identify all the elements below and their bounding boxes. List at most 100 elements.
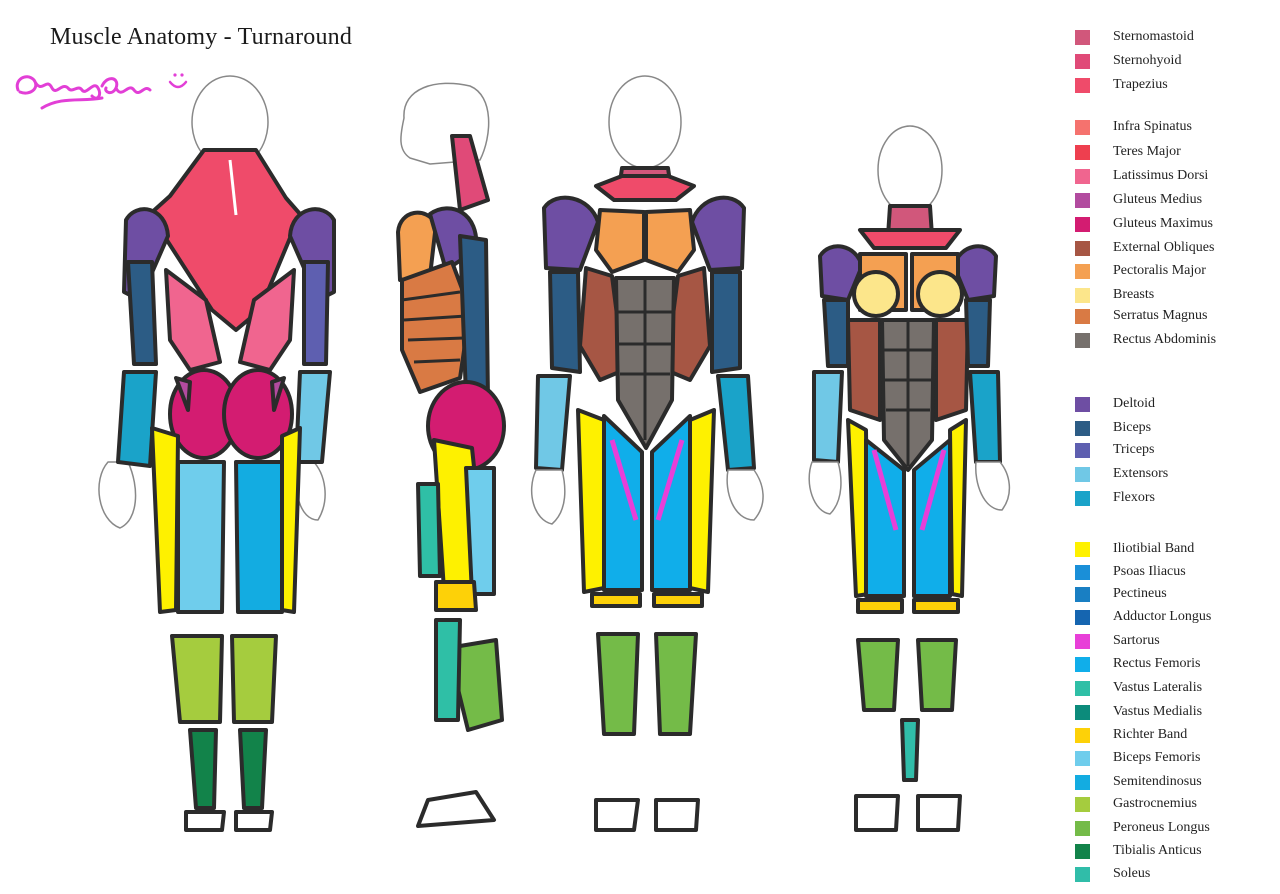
legend-label: Biceps Femoris xyxy=(1113,750,1201,765)
legend-swatch xyxy=(1075,633,1090,649)
legend-item: Latissimus Dorsi xyxy=(1075,167,1208,185)
legend-swatch xyxy=(1075,750,1090,766)
legend-swatch xyxy=(1075,420,1090,436)
legend-swatch xyxy=(1075,466,1090,482)
legend-item: Sartorus xyxy=(1075,632,1160,650)
legend-swatch xyxy=(1075,796,1090,812)
legend-item: External Obliques xyxy=(1075,239,1214,257)
legend-swatch xyxy=(1075,656,1090,672)
legend-label: Psoas Iliacus xyxy=(1113,564,1186,579)
legend-label: Sartorus xyxy=(1113,633,1160,648)
legend-item: Trapezius xyxy=(1075,76,1168,94)
figure-front-male xyxy=(530,75,764,832)
legend-item: Peroneus Longus xyxy=(1075,819,1210,837)
legend-label: Rectus Abdominis xyxy=(1113,332,1217,347)
legend-label: Extensors xyxy=(1113,466,1169,481)
legend-item: Gluteus Maximus xyxy=(1075,215,1213,233)
legend-item: Tibialis Anticus xyxy=(1075,842,1202,860)
legend-item: Extensors xyxy=(1075,465,1168,483)
figure-front-female xyxy=(808,125,1011,832)
legend-swatch xyxy=(1075,119,1090,135)
legend-swatch xyxy=(1075,609,1090,625)
legend-swatch xyxy=(1075,53,1090,69)
legend-item: Breasts xyxy=(1075,286,1154,304)
legend-label: Iliotibial Band xyxy=(1113,541,1195,556)
legend-label: Gluteus Maximus xyxy=(1113,216,1213,231)
legend-item: Serratus Magnus xyxy=(1075,307,1208,325)
legend-label: Semitendinosus xyxy=(1113,774,1202,789)
legend-label: Rectus Femoris xyxy=(1113,656,1201,671)
legend-label: Sternomastoid xyxy=(1113,29,1194,44)
legend-item: Gastrocnemius xyxy=(1075,795,1197,813)
legend-swatch xyxy=(1075,332,1090,348)
legend-swatch xyxy=(1075,541,1090,557)
legend-swatch xyxy=(1075,727,1090,743)
legend-item: Iliotibial Band xyxy=(1075,540,1194,558)
legend-item: Sternomastoid xyxy=(1075,28,1194,46)
legend-item: Psoas Iliacus xyxy=(1075,563,1186,581)
legend-item: Flexors xyxy=(1075,489,1155,507)
legend-item: Teres Major xyxy=(1075,143,1181,161)
legend-label: Gastrocnemius xyxy=(1113,796,1197,811)
legend-swatch xyxy=(1075,704,1090,720)
legend-item: Pectoralis Major xyxy=(1075,262,1206,280)
legend-item: Rectus Abdominis xyxy=(1075,331,1216,349)
legend-swatch xyxy=(1075,774,1090,790)
legend-label: Teres Major xyxy=(1113,144,1181,159)
legend-label: Pectineus xyxy=(1113,586,1167,601)
legend-swatch xyxy=(1075,77,1090,93)
legend-swatch xyxy=(1075,564,1090,580)
legend-label: Tibialis Anticus xyxy=(1113,843,1202,858)
legend-swatch xyxy=(1075,287,1090,303)
legend-swatch xyxy=(1075,308,1090,324)
legend-label: Biceps xyxy=(1113,420,1152,435)
legend-item: Deltoid xyxy=(1075,395,1155,413)
legend-swatch xyxy=(1075,168,1090,184)
muscle-legend: Sternomastoid Sternohyoid Trapezius Infra S… xyxy=(1075,0,1280,894)
legend-label: Trapezius xyxy=(1113,77,1168,92)
legend-label: Richter Band xyxy=(1113,727,1188,742)
legend-item: Biceps xyxy=(1075,419,1151,437)
legend-item: Pectineus xyxy=(1075,585,1167,603)
legend-item: Richter Band xyxy=(1075,726,1187,744)
legend-label: Soleus xyxy=(1113,866,1151,881)
legend-swatch xyxy=(1075,490,1090,506)
legend-item: Vastus Lateralis xyxy=(1075,679,1202,697)
legend-label: Deltoid xyxy=(1113,396,1155,411)
legend-label: Latissimus Dorsi xyxy=(1113,168,1209,183)
legend-label: Peroneus Longus xyxy=(1113,820,1210,835)
legend-item: Adductor Longus xyxy=(1075,608,1211,626)
legend-item: Vastus Medialis xyxy=(1075,703,1202,721)
diagram-title: Muscle Anatomy - Turnaround xyxy=(50,24,353,50)
legend-swatch xyxy=(1075,240,1090,256)
legend-label: Flexors xyxy=(1113,490,1155,505)
legend-item: Soleus xyxy=(1075,865,1150,883)
legend-swatch xyxy=(1075,216,1090,232)
legend-swatch xyxy=(1075,192,1090,208)
legend-item: Sternohyoid xyxy=(1075,52,1181,70)
legend-label: Vastus Lateralis xyxy=(1113,680,1203,695)
legend-label: Pectoralis Major xyxy=(1113,263,1206,278)
legend-label: Serratus Magnus xyxy=(1113,308,1208,323)
legend-item: Semitendinosus xyxy=(1075,773,1202,791)
legend-swatch xyxy=(1075,680,1090,696)
legend-swatch xyxy=(1075,29,1090,45)
figure-back-view xyxy=(98,75,336,832)
legend-swatch xyxy=(1075,843,1090,859)
legend-label: Gluteus Medius xyxy=(1113,192,1203,207)
legend-item: Biceps Femoris xyxy=(1075,749,1201,767)
legend-swatch xyxy=(1075,396,1090,412)
legend-label: Breasts xyxy=(1113,287,1155,302)
legend-label: Infra Spinatus xyxy=(1113,119,1192,134)
figure-side-view xyxy=(396,82,506,828)
legend-swatch xyxy=(1075,586,1090,602)
legend-label: External Obliques xyxy=(1113,240,1215,255)
legend-item: Gluteus Medius xyxy=(1075,191,1202,209)
legend-swatch xyxy=(1075,144,1090,160)
legend-item: Triceps xyxy=(1075,441,1155,459)
legend-item: Rectus Femoris xyxy=(1075,655,1201,673)
legend-swatch xyxy=(1075,442,1090,458)
legend-label: Triceps xyxy=(1113,442,1155,457)
legend-label: Adductor Longus xyxy=(1113,609,1212,624)
legend-label: Sternohyoid xyxy=(1113,53,1182,68)
